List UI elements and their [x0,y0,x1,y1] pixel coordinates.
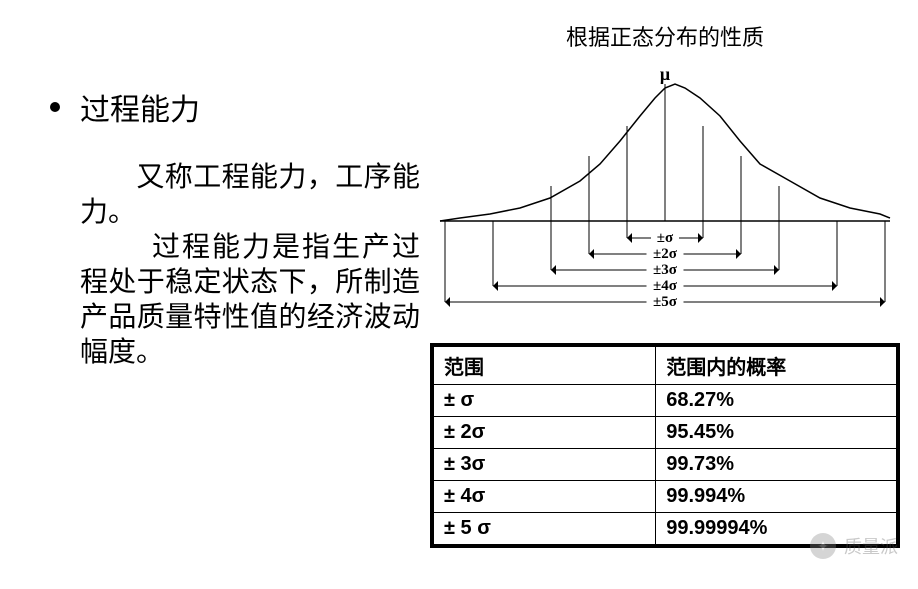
svg-text:±3σ: ±3σ [653,262,678,278]
svg-text:±5σ: ±5σ [653,294,678,310]
watermark-text: 质量派 [844,533,898,559]
table-cell: 95.45% [656,417,897,449]
normal-distribution-diagram: μ ±σ±2σ±3σ±4σ±5σ [430,56,900,336]
table-cell: 99.73% [656,449,897,481]
body-paragraph: 又称工程能力，工序能力。 过程能力是指生产过程处于稳定状态下，所制造产品质量特性… [80,159,420,369]
table-row: ± 2σ95.45% [434,417,897,449]
table-cell: ± 5 σ [434,513,656,545]
table-row: ± 3σ99.73% [434,449,897,481]
table-cell: ± 4σ [434,481,656,513]
diagram-title: 根据正态分布的性质 [430,20,900,52]
svg-text:±4σ: ±4σ [653,278,678,294]
table-cell: 68.27% [656,385,897,417]
table-cell: ± σ [434,385,656,417]
bullet-icon [50,102,60,112]
table-cell: ± 3σ [434,449,656,481]
section-title: 过程能力 [80,85,200,129]
body-line1: 又称工程能力，工序能力。 [80,161,420,227]
table-header-cell: 范围 [434,347,656,385]
watermark-icon: ✦ [810,533,836,559]
body-line2: 过程能力是指生产过程处于稳定状态下，所制造产品质量特性值的经济波动幅度。 [80,231,420,367]
table-cell: ± 2σ [434,417,656,449]
table-row: ± σ68.27% [434,385,897,417]
table-row: ± 4σ99.994% [434,481,897,513]
probability-table: 范围范围内的概率± σ68.27%± 2σ95.45%± 3σ99.73%± 4… [430,343,900,548]
svg-text:μ: μ [660,64,670,84]
table-header-cell: 范围内的概率 [656,347,897,385]
svg-text:±2σ: ±2σ [653,246,678,262]
svg-text:±σ: ±σ [657,230,674,246]
table-cell: 99.994% [656,481,897,513]
watermark: ✦ 质量派 [810,533,898,559]
